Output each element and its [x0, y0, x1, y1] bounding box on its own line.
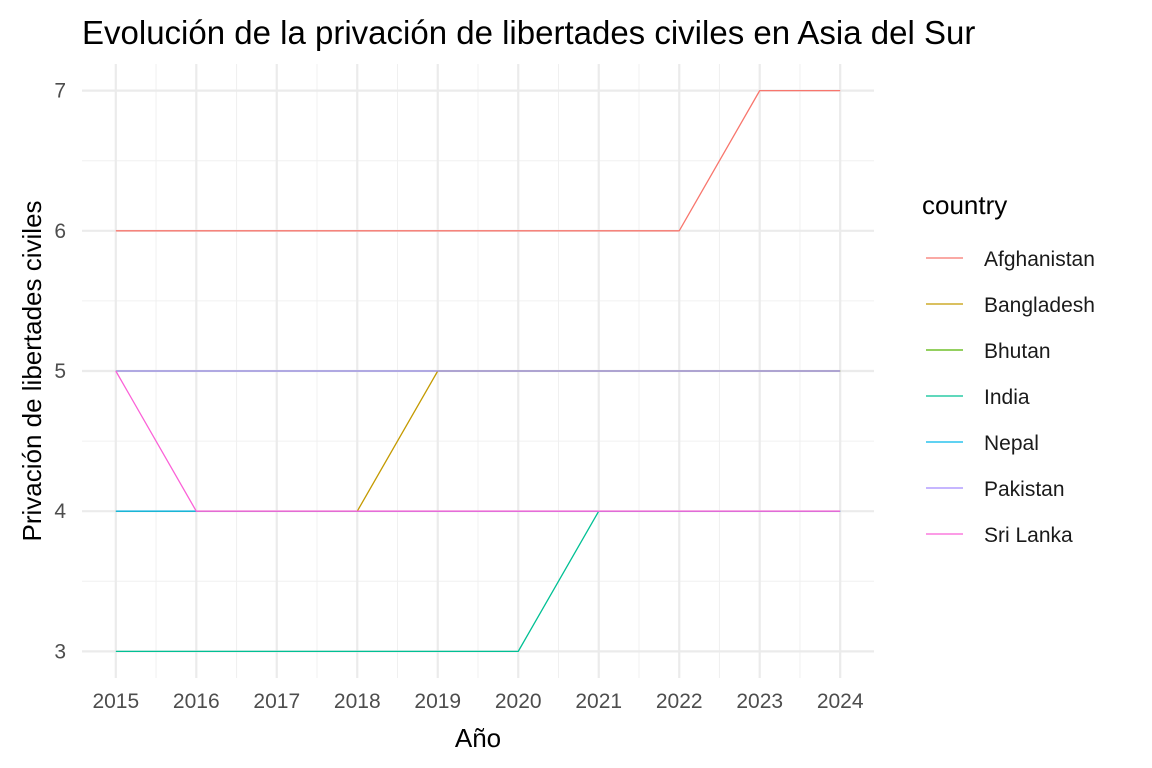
x-tick-label: 2022	[656, 690, 703, 713]
y-tick-label: 5	[54, 360, 66, 383]
y-axis-title: Privación de libertades civiles	[17, 200, 47, 541]
x-tick-label: 2019	[414, 690, 461, 713]
x-axis-ticks: 2015 2016 2017 2018 2019 2020 2021 2022 2023 2024	[92, 690, 863, 713]
y-tick-label: 4	[54, 500, 66, 523]
y-tick-label: 7	[54, 80, 66, 103]
series-lines	[115, 89, 841, 653]
legend-title: country	[922, 190, 1007, 220]
legend-label-bangladesh: Bangladesh	[984, 294, 1095, 317]
legend: country Afghanistan Bangladesh Bhutan India…	[922, 190, 1095, 547]
legend-label-bhutan: Bhutan	[984, 340, 1051, 363]
x-tick-label: 2017	[253, 690, 300, 713]
x-tick-label: 2024	[817, 690, 864, 713]
series-line-sri-lanka	[115, 370, 841, 512]
x-tick-label: 2018	[334, 690, 381, 713]
y-tick-label: 3	[54, 640, 66, 663]
legend-label-nepal: Nepal	[984, 432, 1039, 455]
y-axis-ticks: 3 4 5 6 7	[54, 80, 66, 664]
legend-label-sri-lanka: Sri Lanka	[984, 524, 1073, 547]
y-tick-label: 6	[54, 220, 66, 243]
x-tick-label: 2020	[495, 690, 542, 713]
x-axis-title: Año	[455, 723, 501, 753]
legend-items: Afghanistan Bangladesh Bhutan India Nepal Pak…	[926, 248, 1095, 547]
series-line-afghanistan	[115, 89, 841, 232]
x-tick-label: 2023	[736, 690, 783, 713]
x-tick-label: 2016	[173, 690, 220, 713]
legend-label-pakistan: Pakistan	[984, 478, 1065, 501]
legend-label-india: India	[984, 386, 1030, 409]
x-tick-label: 2021	[575, 690, 622, 713]
legend-label-afghanistan: Afghanistan	[984, 248, 1095, 271]
x-tick-label: 2015	[92, 690, 139, 713]
chart-title: Evolución de la privación de libertades …	[82, 14, 975, 51]
